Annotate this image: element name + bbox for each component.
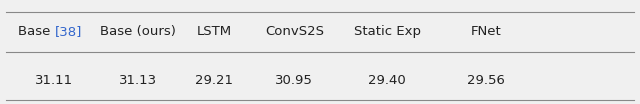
Text: 29.56: 29.56	[467, 74, 506, 87]
Text: 31.13: 31.13	[118, 74, 157, 87]
Text: [38]: [38]	[54, 25, 82, 38]
Text: Base (ours): Base (ours)	[100, 25, 175, 38]
Text: 30.95: 30.95	[275, 74, 314, 87]
Text: LSTM: LSTM	[197, 25, 232, 38]
Text: 29.40: 29.40	[369, 74, 406, 87]
Text: 31.11: 31.11	[35, 74, 74, 87]
Text: FNet: FNet	[471, 25, 502, 38]
Text: Base: Base	[18, 25, 54, 38]
Text: 29.21: 29.21	[195, 74, 234, 87]
Text: ConvS2S: ConvS2S	[265, 25, 324, 38]
Text: Static Exp: Static Exp	[354, 25, 420, 38]
